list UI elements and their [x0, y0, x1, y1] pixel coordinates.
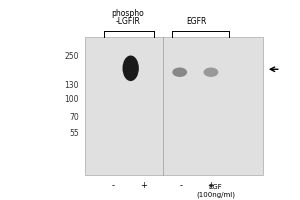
Ellipse shape [172, 67, 187, 77]
Text: 100: 100 [64, 95, 79, 104]
Text: -: - [111, 181, 114, 190]
Text: EGF: EGF [208, 184, 222, 190]
FancyBboxPatch shape [85, 37, 263, 175]
Text: phospho: phospho [111, 9, 144, 18]
Text: +: + [141, 181, 148, 190]
Text: 130: 130 [64, 81, 79, 90]
Text: -: - [180, 181, 183, 190]
Text: 70: 70 [69, 113, 79, 122]
Ellipse shape [203, 67, 218, 77]
Text: -LGFIR: -LGFIR [115, 17, 140, 26]
Text: 250: 250 [64, 52, 79, 61]
Ellipse shape [122, 55, 139, 81]
Text: +: + [208, 181, 214, 190]
Text: EGFR: EGFR [186, 17, 206, 26]
Text: 55: 55 [69, 129, 79, 138]
Text: (100ng/ml): (100ng/ml) [196, 191, 235, 198]
